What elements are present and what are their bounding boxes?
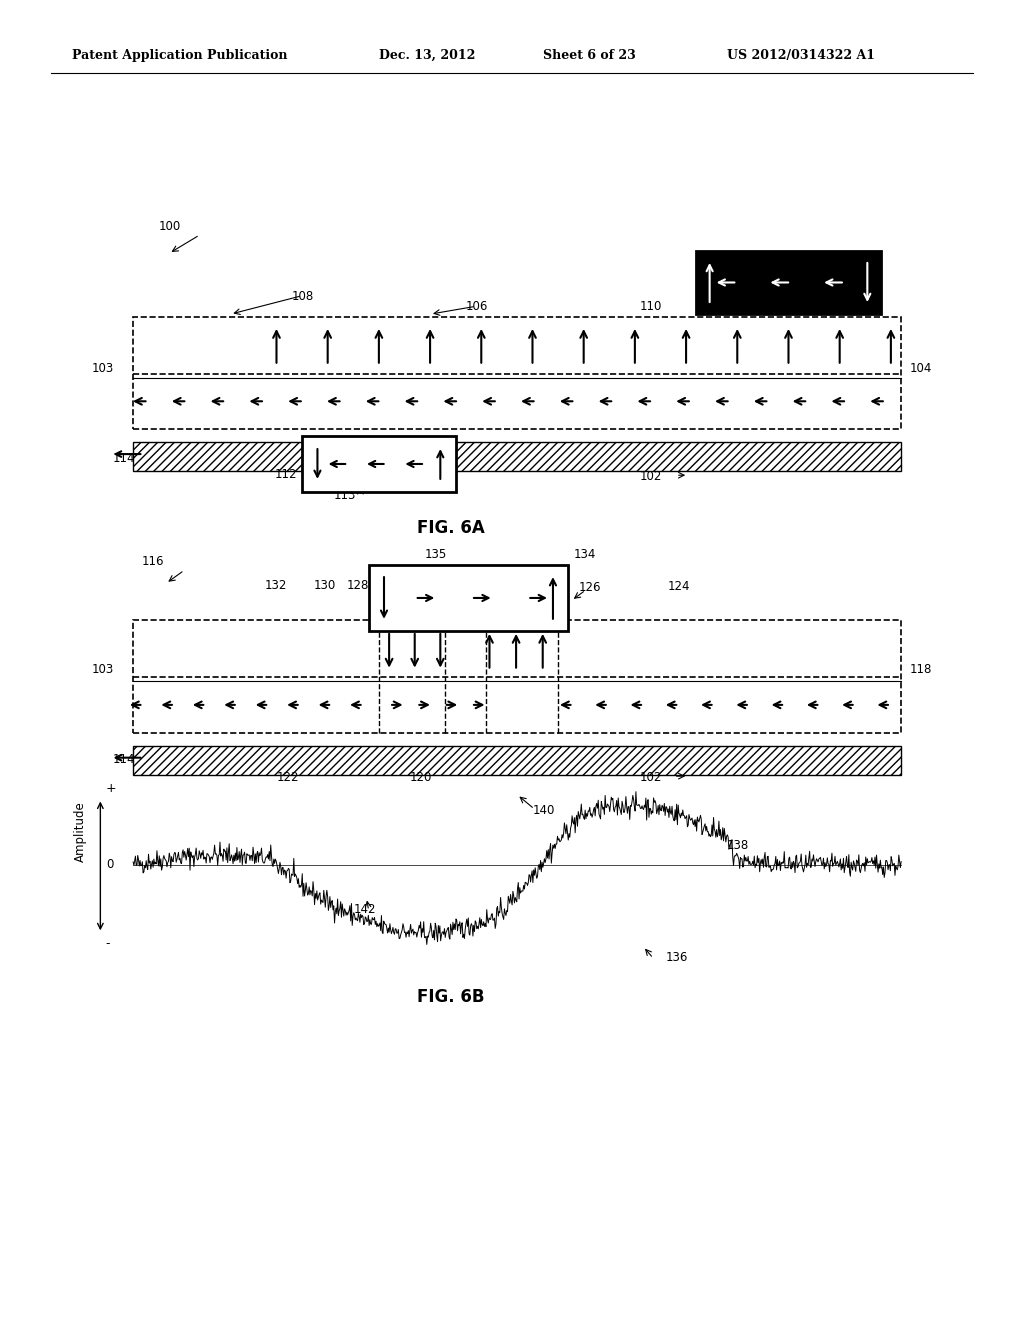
Bar [302, 436, 456, 492]
Text: 106: 106 [466, 300, 488, 313]
Bar [133, 746, 901, 775]
Text: 134: 134 [573, 548, 596, 561]
Text: 100: 100 [159, 219, 181, 232]
Text: FIG. 6B: FIG. 6B [417, 987, 484, 1006]
Text: 103: 103 [92, 362, 115, 375]
Text: Dec. 13, 2012: Dec. 13, 2012 [379, 49, 475, 62]
Text: 114: 114 [113, 451, 135, 465]
Text: 128: 128 [347, 578, 370, 591]
Text: 114: 114 [113, 752, 135, 766]
Text: 140: 140 [532, 804, 555, 817]
Text: 0: 0 [106, 858, 114, 871]
Bar [133, 620, 901, 733]
Text: 132: 132 [264, 578, 287, 591]
Text: 122: 122 [276, 771, 299, 784]
Text: 118: 118 [909, 663, 932, 676]
Text: FIG. 6A: FIG. 6A [417, 519, 484, 537]
Text: 130: 130 [313, 578, 336, 591]
Text: 124: 124 [668, 579, 690, 593]
Bar [696, 251, 881, 314]
Text: 110: 110 [640, 300, 663, 313]
Text: 136: 136 [666, 950, 688, 964]
Text: -: - [105, 937, 110, 950]
Text: Sheet 6 of 23: Sheet 6 of 23 [543, 49, 636, 62]
Bar [369, 565, 568, 631]
Text: 135: 135 [425, 548, 447, 561]
Text: 120: 120 [410, 771, 432, 784]
Bar [133, 317, 901, 429]
Text: Amplitude: Amplitude [74, 801, 87, 862]
Text: 111: 111 [717, 300, 739, 313]
Text: 126: 126 [579, 581, 601, 594]
Text: 103: 103 [92, 663, 115, 676]
Text: Patent Application Publication: Patent Application Publication [72, 49, 287, 62]
Text: 102: 102 [640, 470, 663, 483]
Text: 138: 138 [727, 838, 750, 851]
Text: 112: 112 [274, 467, 297, 480]
Text: 116: 116 [141, 554, 164, 568]
Text: 102: 102 [640, 771, 663, 784]
Text: US 2012/0314322 A1: US 2012/0314322 A1 [727, 49, 876, 62]
Text: 142: 142 [353, 903, 376, 916]
Text: 104: 104 [909, 362, 932, 375]
Text: +: + [105, 781, 116, 795]
Text: 113: 113 [334, 488, 356, 502]
Text: 108: 108 [292, 289, 314, 302]
Bar [133, 442, 901, 471]
